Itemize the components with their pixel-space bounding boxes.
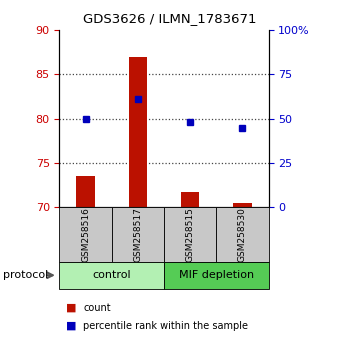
Text: percentile rank within the sample: percentile rank within the sample xyxy=(83,321,248,331)
Bar xyxy=(164,262,269,289)
Bar xyxy=(164,207,216,262)
Text: GDS3626 / ILMN_1783671: GDS3626 / ILMN_1783671 xyxy=(83,12,257,25)
Bar xyxy=(59,262,164,289)
Text: ■: ■ xyxy=(66,303,77,313)
Bar xyxy=(233,202,252,207)
Text: ■: ■ xyxy=(66,321,77,331)
Bar xyxy=(59,207,112,262)
Text: GSM258516: GSM258516 xyxy=(81,207,90,262)
Bar xyxy=(181,192,199,207)
Text: MIF depletion: MIF depletion xyxy=(179,270,254,280)
Text: control: control xyxy=(92,270,131,280)
Text: protocol: protocol xyxy=(3,270,49,280)
Text: count: count xyxy=(83,303,111,313)
Bar xyxy=(76,176,95,207)
Bar xyxy=(129,57,147,207)
Text: GSM258515: GSM258515 xyxy=(186,207,195,262)
Text: GSM258517: GSM258517 xyxy=(133,207,142,262)
Bar xyxy=(112,207,164,262)
Text: GSM258530: GSM258530 xyxy=(238,207,247,262)
Bar xyxy=(216,207,269,262)
